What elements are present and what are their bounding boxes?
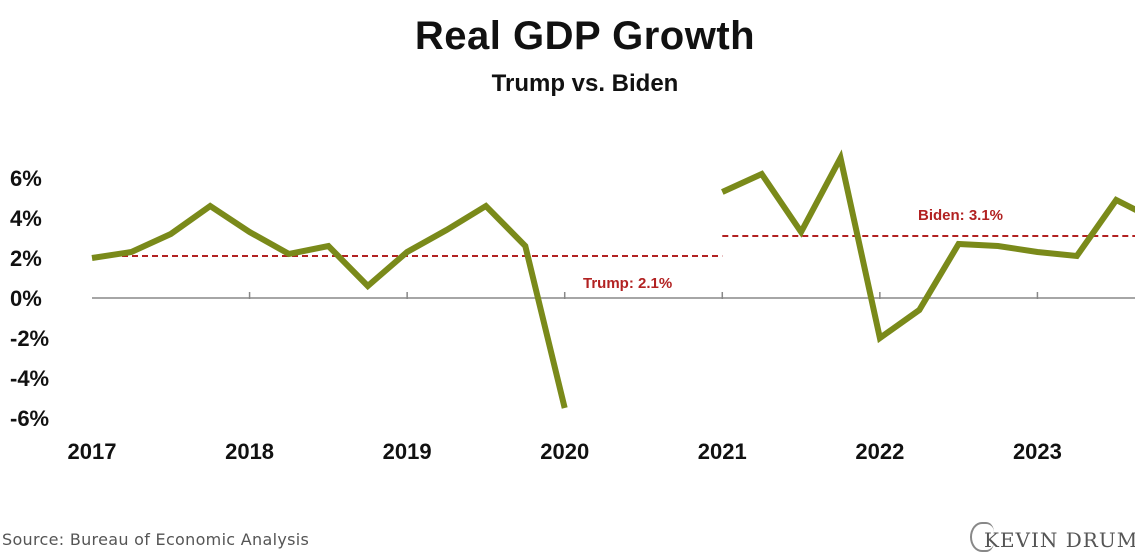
x-tick-label: 2018	[225, 439, 274, 464]
x-tick-label: 2022	[855, 439, 904, 464]
chart-title: Real GDP Growth	[414, 14, 756, 58]
source-note: Source: Bureau of Economic Analysis	[2, 530, 310, 549]
kevin-drum-logo: KEVIN DRUM	[970, 520, 1135, 552]
y-tick-label: 4%	[10, 206, 42, 231]
average-reference-label: Biden: 3.1%	[918, 207, 1003, 224]
average-reference-label: Trump: 2.1%	[583, 275, 672, 292]
y-tick-label: -6%	[10, 406, 49, 431]
y-tick-label: -2%	[10, 326, 49, 351]
x-tick-label: 2021	[698, 439, 747, 464]
gdp-series-line	[91, 202, 568, 409]
x-tick-label: 2020	[540, 439, 589, 464]
y-tick-label: 0%	[10, 286, 42, 311]
x-tick-label: 2017	[68, 439, 117, 464]
logo-text: KEVIN DRUM	[984, 528, 1135, 552]
y-tick-label: 6%	[10, 166, 42, 191]
x-tick-label: 2023	[1013, 439, 1062, 464]
gdp-series-line	[721, 149, 1135, 344]
x-tick-label: 2019	[383, 439, 432, 464]
y-tick-label: -4%	[10, 366, 49, 391]
y-tick-label: 2%	[10, 246, 42, 271]
chart-subtitle: Trump vs. Biden	[491, 70, 679, 97]
